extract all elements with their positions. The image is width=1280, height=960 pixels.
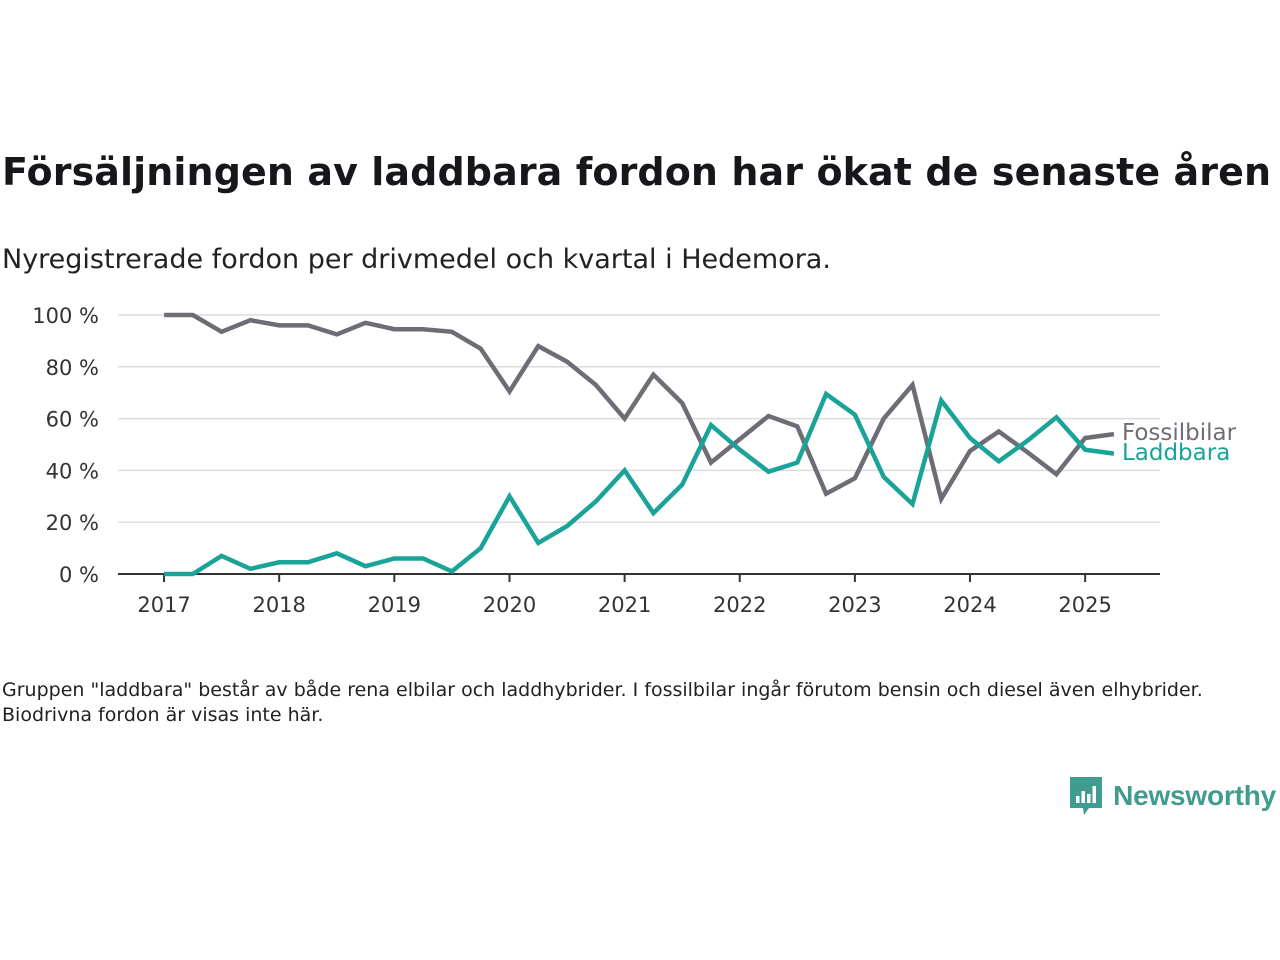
x-tick-label: 2022 [713,593,766,617]
series-line-laddbara [164,390,1115,577]
newsworthy-logo-icon [1070,777,1103,815]
x-tick-label: 2023 [828,593,881,617]
x-tick-label: 2020 [483,593,536,617]
series-label-laddbara: Laddbara [1122,440,1230,466]
footnote: Gruppen "laddbara" består av både rena e… [2,679,1203,726]
x-axis: 2017 2018 2019 2020 2021 2022 2023 2024 2025 [118,573,1160,617]
x-tick-label: 2017 [137,593,190,617]
y-tick-label: 40 % [46,459,99,483]
x-tick-label: 2018 [252,593,305,617]
line-chart: 0 % 20 % 40 % 60 % 80 % 100 % 2017 2018 2019 202… [32,304,1237,617]
brand-name: Newsworthy [1113,780,1276,811]
x-tick-label: 2024 [943,593,996,617]
grid-lines [118,314,1160,523]
y-tick-label: 80 % [46,356,99,380]
y-tick-label: 60 % [46,408,99,432]
y-tick-label: 20 % [46,511,99,535]
x-tick-label: 2025 [1058,593,1111,617]
brand-logo: Newsworthy [1069,776,1276,816]
page-subtitle: Nyregistrerade fordon per drivmedel och … [2,244,831,275]
y-tick-label: 100 % [32,304,99,328]
y-tick-label: 0 % [59,563,99,587]
x-tick-label: 2019 [368,593,421,617]
series-line-fossilbilar [164,312,1115,505]
y-axis-tick-labels: 0 % 20 % 40 % 60 % 80 % 100 % [32,304,99,587]
series-label-fossilbilar: Fossilbilar [1122,420,1237,446]
series-lines [164,312,1115,577]
x-tick-label: 2021 [598,593,651,617]
page-title: Försäljningen av laddbara fordon har öka… [2,150,1272,194]
